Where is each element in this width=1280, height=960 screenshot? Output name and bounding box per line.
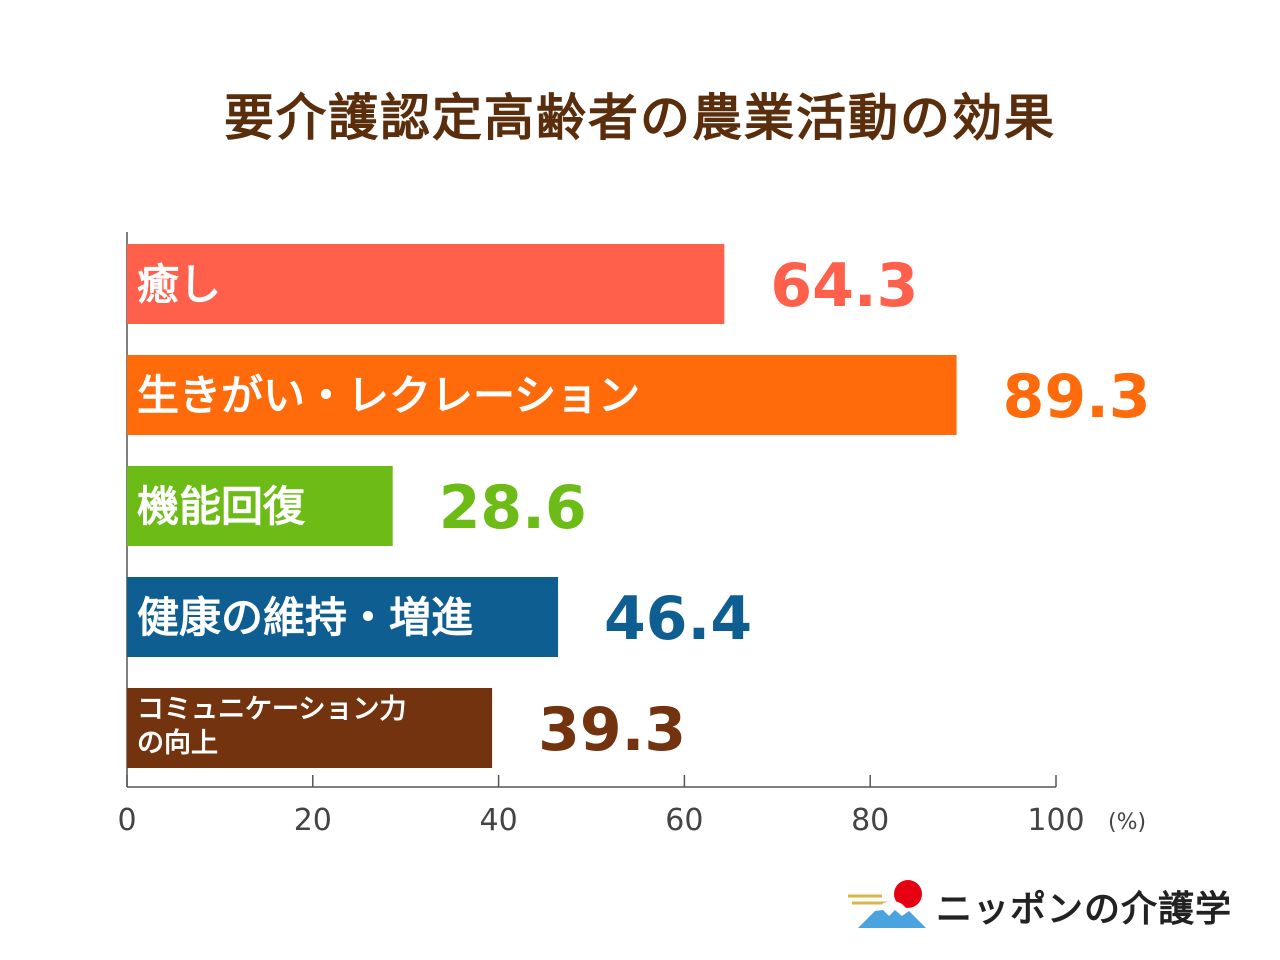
chart-title: 要介護認定高齢者の農業活動の効果	[224, 89, 1056, 147]
logo-text: ニッポンの介護学	[936, 889, 1233, 930]
x-tick-label: 0	[117, 803, 136, 838]
x-tick-label: 80	[851, 803, 889, 838]
bar-value-label: 28.6	[439, 473, 587, 543]
brand-logo: ニッポンの介護学	[848, 876, 1258, 936]
x-tick-label: 60	[665, 803, 703, 838]
bar	[127, 355, 957, 435]
x-tick-label: 100	[1027, 803, 1084, 838]
bar-category-label: 健康の維持・増進	[137, 593, 473, 642]
bar-category-label: 生きがい・レクレーション	[137, 371, 640, 420]
mount-fuji-icon	[848, 880, 926, 928]
bar	[127, 466, 393, 546]
bar-category-label: 機能回復	[137, 482, 306, 531]
x-tick-label: 40	[480, 803, 518, 838]
bar-value-label: 46.4	[604, 584, 752, 654]
bar	[127, 688, 493, 768]
bar-value-label: 89.3	[1003, 362, 1151, 432]
bar	[127, 577, 559, 657]
bar-category-label: コミュニケーション力の向上	[137, 694, 406, 759]
x-tick-label: 20	[294, 803, 332, 838]
bar-category-label: 癒し	[137, 260, 221, 309]
bar	[127, 244, 725, 324]
bar-value-label: 39.3	[538, 695, 686, 765]
x-axis-unit: (%)	[1108, 810, 1146, 835]
bar-value-label: 64.3	[770, 251, 918, 321]
